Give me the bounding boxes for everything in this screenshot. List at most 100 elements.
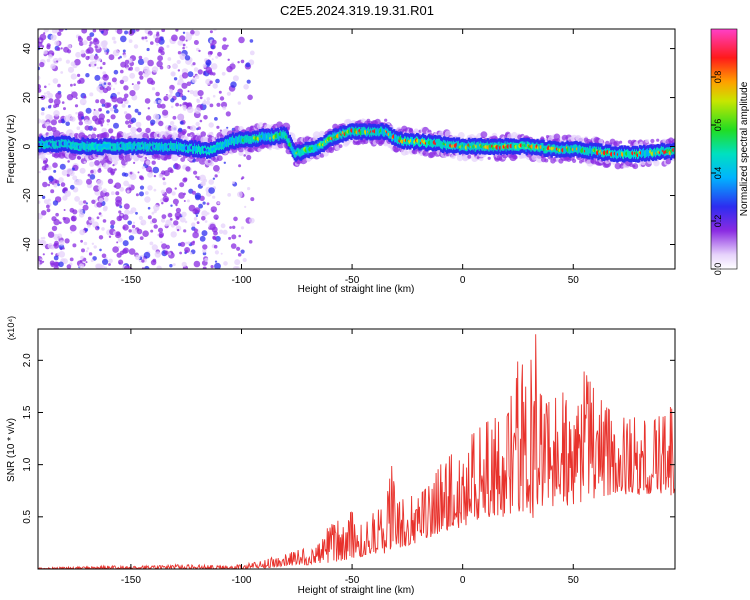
spectrogram-speckle [38,200,41,204]
spectrogram-speckle [53,169,57,173]
spectrogram-speckle [124,59,130,65]
spectrogram-speckle [167,212,173,218]
spectrogram-speckle [99,66,103,70]
spectrogram-speckle [129,173,137,181]
spectrogram-speckle [175,203,178,207]
spectrogram-speckle [80,49,85,55]
spectrogram-speckle [240,249,245,254]
spectrogram-speckle [113,40,117,44]
spectrogram-speckle [78,200,84,206]
colorbar-tick-label: 0.2 [713,215,723,228]
spectrogram-speckle [192,62,196,66]
spectrogram-speckle [182,31,186,34]
spectrogram-speckle [226,91,231,96]
spectrogram-halo [157,156,161,160]
spectrogram-speckle [195,175,198,178]
spectrogram-speckle [147,215,152,220]
spectrogram-speckle [144,98,151,104]
spectrogram-speckle [187,241,191,245]
spectrogram-speckle [138,215,143,221]
spectrogram-speckle [87,216,92,221]
spectrogram-speckle [238,234,241,238]
spectrogram-speckle [222,106,227,110]
spectrogram-speckle [143,57,149,63]
spectrogram-speckle [96,179,104,187]
spectrogram-halo [312,131,321,140]
spectrogram-speckle [179,182,185,188]
spectrogram-speckle [40,258,43,261]
spectrogram-speckle [216,102,221,107]
spectrogram-speckle [85,107,92,114]
spectrogram-speckle [113,69,119,75]
spectrogram-speckle [64,190,72,197]
spectrogram-speckle [65,59,70,64]
spectrogram-speckle [162,109,169,116]
spectrogram-speckle [127,220,132,226]
spectrogram-speckle [133,84,140,91]
spectrogram-speckle [135,254,141,260]
spectrogram-speckle [102,71,107,76]
spectrogram-speckle [213,230,218,236]
spectrogram-speckle [42,253,45,256]
spectrogram-speckle [104,51,107,54]
spectrogram-halo [338,144,343,149]
spectrogram-halo [540,136,545,140]
spectrogram-speckle [40,111,45,116]
spectrogram-speckle [159,36,164,41]
spectrogram-halo [457,132,465,139]
spectrogram-speckle [150,119,156,125]
spectrogram-speckle [133,44,139,49]
spectrogram-speckle [124,265,131,269]
spectrogram-speckle [216,125,220,129]
spectrogram-speckle [46,58,51,63]
spectrogram-speckle [38,41,43,48]
spectrogram-speckle [107,82,112,86]
spectrogram-speckle [116,241,119,244]
spectrogram-speckle [97,226,100,229]
spectrogram-speckle [67,66,75,73]
spectrogram-speckle [218,90,222,94]
spectrogram-speckle [227,193,232,197]
spectrogram-speckle [43,92,47,95]
spectrogram-speckle [194,30,200,36]
spectrogram-speckle [78,263,85,269]
spectrogram-speckle [203,115,208,120]
spectrogram-speckle [70,83,73,87]
spectrogram-speckle [146,47,150,52]
spectrogram-speckle [211,58,214,61]
spectrogram-speckle [64,238,70,244]
spectrogram-speckle [50,245,55,250]
spectrogram-speckle [151,218,157,224]
spectrogram-speckle [215,78,220,84]
spectrogram-speckle [53,110,60,117]
spectrogram-speckle [244,205,247,208]
spectrogram-speckle [97,117,105,125]
spectrogram-speckle [221,71,226,76]
spectrogram-speckle [70,73,77,80]
spectrogram-speckle [191,77,197,83]
spectrogram-speckle [123,93,129,99]
spectrogram-speckle [43,29,49,33]
spectrogram-speckle [108,128,114,134]
spectrogram-speckle [201,230,208,237]
spectrogram-halo [613,140,620,147]
spectrogram-speckle [38,260,41,265]
spectrogram-marks [38,29,675,269]
spectrogram-speckle [237,61,240,64]
spectrogram-speckle [232,75,239,82]
spectrogram-speckle [230,81,237,88]
spectrogram-speckle [243,84,249,90]
spectrogram-speckle [113,160,118,166]
spectrogram-speckle [186,81,192,87]
spectrogram-speckle [184,55,191,61]
spectrogram-speckle [120,69,124,74]
spectrogram-speckle [213,165,220,172]
spectrogram-speckle [153,113,160,120]
spectrogram-speckle [81,116,85,120]
spectrogram-speckle [89,54,96,61]
spectrogram-speckle [189,252,193,255]
spectrogram-speckle [97,168,102,173]
spectrogram-speckle [212,195,216,199]
spectrogram-speckle [223,161,226,164]
spectrogram-speckle [180,241,186,247]
